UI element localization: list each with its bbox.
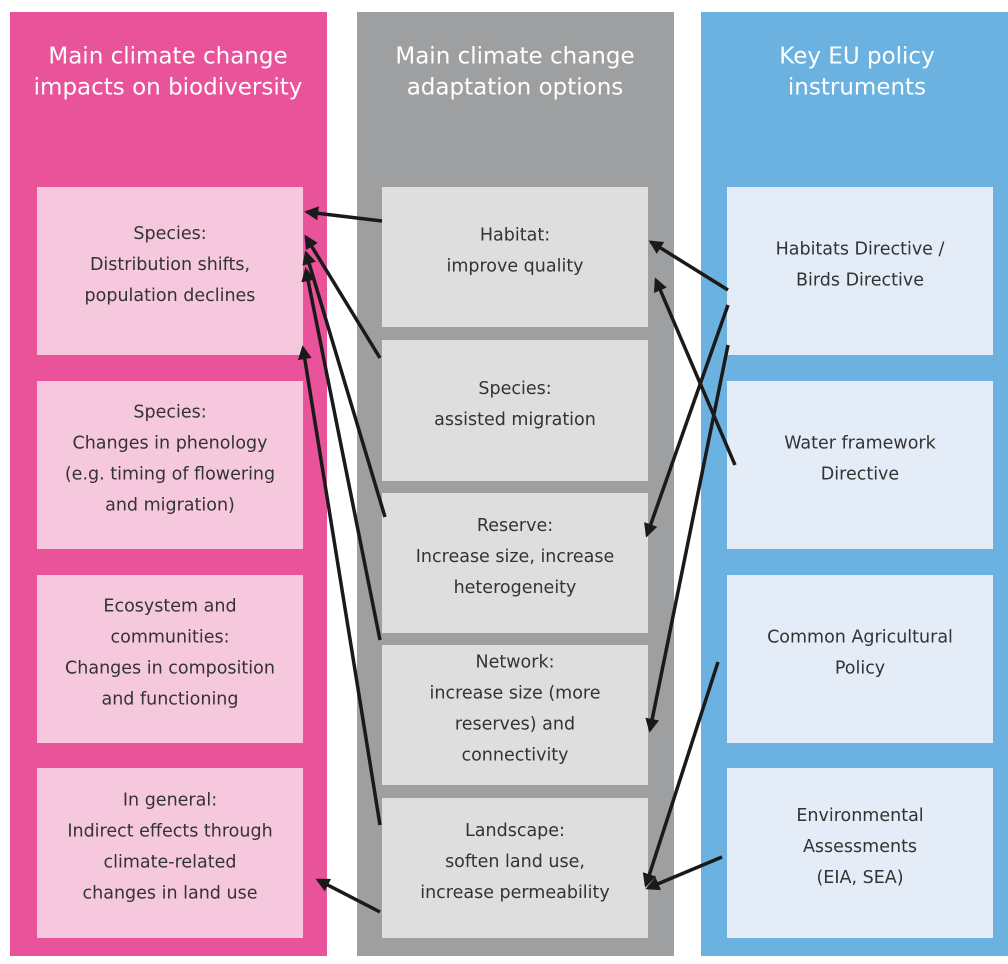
box-text: Common Agricultural — [767, 628, 953, 648]
box-text: (e.g. timing of flowering — [65, 465, 275, 485]
arrow — [644, 304, 730, 538]
arrow — [304, 234, 382, 359]
box — [382, 187, 648, 327]
box-text: Changes in phenology — [73, 434, 268, 454]
box-text: communities: — [111, 628, 230, 648]
box-text: Water framework — [784, 434, 936, 454]
box-text: Directive — [821, 465, 899, 485]
arrow — [648, 240, 729, 292]
box — [727, 187, 993, 355]
box-text: population declines — [85, 286, 256, 306]
arrow — [645, 344, 730, 733]
box-text: Landscape: — [465, 821, 565, 841]
box-text: Species: — [478, 379, 551, 399]
box-text: Birds Directive — [796, 271, 924, 291]
box-text: Indirect effects through — [67, 822, 272, 842]
box — [382, 340, 648, 481]
box — [37, 768, 303, 938]
box-text: assisted migration — [434, 410, 596, 430]
box-text: Species: — [133, 224, 206, 244]
column-title: Main climate change — [48, 44, 287, 70]
arrow — [301, 267, 382, 641]
arrow — [297, 345, 382, 826]
box-text: Assessments — [803, 837, 917, 857]
arrow — [653, 277, 737, 466]
box-text: Distribution shifts, — [90, 255, 250, 275]
box-text: Habitats Directive / — [776, 240, 945, 260]
arrow — [642, 661, 720, 888]
box-text: Reserve: — [477, 516, 553, 536]
box-text: changes in land use — [83, 884, 258, 904]
box-text: Policy — [835, 659, 885, 679]
box-text: In general: — [123, 791, 217, 811]
box — [382, 645, 648, 785]
column-title: Key EU policy — [779, 44, 934, 70]
box — [37, 381, 303, 549]
box-text: and migration) — [105, 496, 235, 516]
box-text: Environmental — [796, 806, 923, 826]
box-text: and functioning — [101, 690, 238, 710]
box — [37, 187, 303, 355]
box — [382, 798, 648, 938]
column-title: instruments — [788, 75, 926, 101]
arrow — [304, 206, 383, 223]
column-title: adaptation options — [407, 75, 624, 101]
box — [727, 768, 993, 938]
box-text: increase permeability — [420, 883, 610, 903]
column-title: Main climate change — [395, 44, 634, 70]
box-text: Habitat: — [480, 226, 550, 246]
box-text: heterogeneity — [454, 578, 577, 598]
box — [382, 493, 648, 633]
arrow — [645, 855, 723, 891]
arrow — [315, 878, 381, 914]
box-text: soften land use, — [445, 852, 585, 872]
box — [727, 575, 993, 743]
box-text: climate-related — [104, 853, 237, 873]
box-text: connectivity — [461, 746, 568, 766]
box — [37, 575, 303, 743]
arrows — [297, 206, 737, 914]
box-text: Network: — [476, 653, 555, 673]
box-text: Changes in composition — [65, 659, 275, 679]
box-text: Increase size, increase — [416, 547, 614, 567]
arrow — [302, 250, 387, 518]
box-text: Species: — [133, 403, 206, 423]
box-text: improve quality — [446, 257, 583, 277]
box-text: reserves) and — [455, 715, 575, 735]
box-text: (EIA, SEA) — [816, 868, 903, 888]
box-text: Ecosystem and — [103, 597, 236, 617]
column-title: impacts on biodiversity — [34, 75, 303, 101]
box — [727, 381, 993, 549]
box-text: increase size (more — [430, 684, 601, 704]
